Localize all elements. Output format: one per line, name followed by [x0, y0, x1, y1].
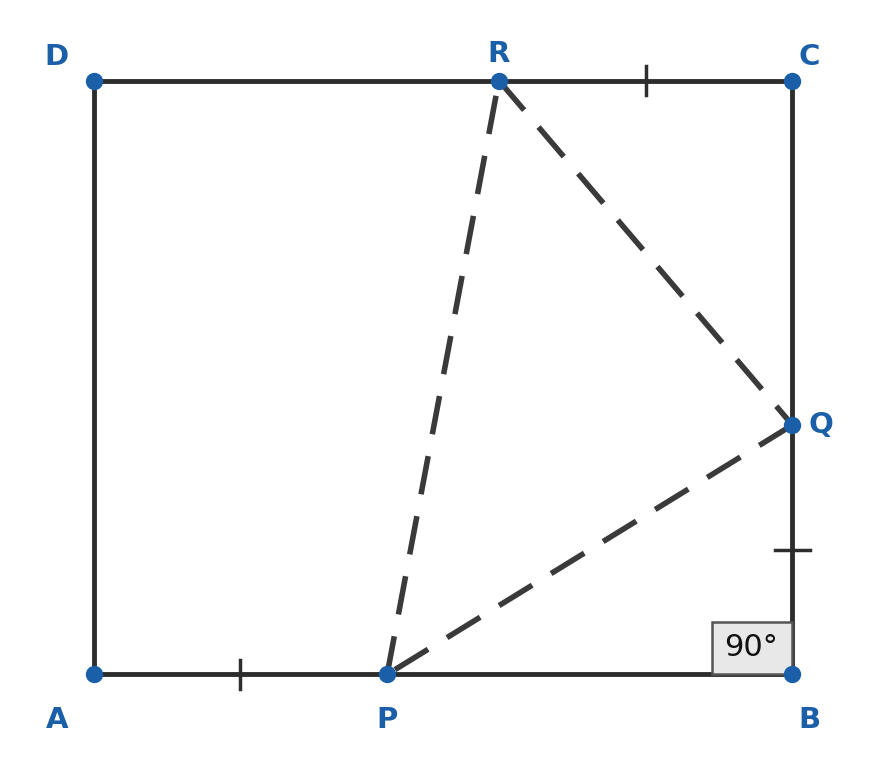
Text: R: R	[487, 40, 510, 68]
Text: Q: Q	[808, 411, 833, 439]
Text: B: B	[798, 706, 820, 734]
FancyBboxPatch shape	[712, 622, 792, 674]
Text: P: P	[377, 706, 398, 734]
Text: A: A	[46, 706, 68, 734]
Text: C: C	[798, 43, 820, 71]
Text: 90°: 90°	[724, 632, 778, 662]
Text: D: D	[44, 43, 68, 71]
